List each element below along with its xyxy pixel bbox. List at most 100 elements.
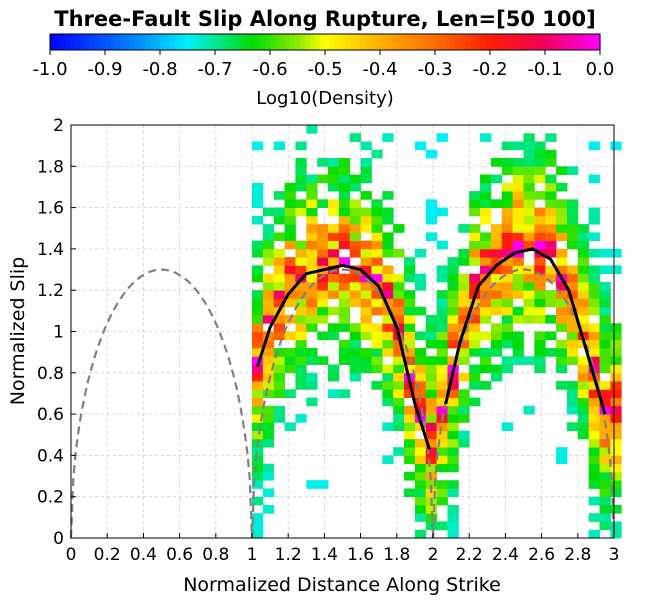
density-cell [393, 273, 405, 283]
density-cell [480, 265, 492, 275]
density-cell [469, 207, 481, 217]
density-cell [599, 438, 611, 448]
density-cell [490, 339, 503, 349]
density-cell [556, 207, 568, 217]
density-cell [501, 141, 514, 151]
density-cell [273, 232, 285, 242]
density-cell [273, 381, 285, 390]
density-cell [317, 158, 329, 167]
density-cell [599, 471, 611, 481]
density-cell [577, 405, 590, 415]
density-cell [371, 265, 383, 275]
density-cell [360, 290, 372, 299]
density-cell [393, 290, 405, 299]
colorbar-segment [140, 34, 146, 50]
density-cell [556, 248, 568, 258]
density-cell [599, 323, 611, 332]
density-cell [425, 463, 438, 473]
density-cell [523, 207, 535, 217]
density-cell [414, 141, 427, 151]
density-cell [610, 397, 622, 407]
density-cell [458, 339, 470, 349]
density-cell [610, 339, 622, 349]
density-cell [447, 356, 459, 365]
density-cell [566, 339, 579, 349]
colorbar-segment [395, 34, 401, 50]
colorbar-segment [200, 34, 206, 50]
colorbar-segment [460, 34, 466, 50]
density-cell [447, 480, 459, 489]
density-cell [382, 422, 394, 432]
density-cell [599, 455, 611, 465]
colorbar-segment [230, 34, 236, 50]
density-cell [436, 521, 448, 531]
density-cell [469, 339, 481, 349]
density-cell [610, 463, 622, 473]
density-cell [523, 273, 535, 283]
density-cell [610, 521, 622, 531]
density-cell [273, 323, 285, 332]
density-cell [545, 158, 557, 167]
density-cell [501, 323, 514, 332]
density-cell [588, 405, 600, 415]
density-cell [501, 339, 514, 349]
colorbar-segment [75, 34, 81, 50]
density-cell [382, 281, 394, 291]
density-cell [349, 199, 361, 208]
density-cell [338, 273, 351, 283]
density-cell [523, 133, 535, 142]
density-cell [273, 298, 285, 308]
colorbar-segment [380, 34, 386, 50]
density-cell [512, 290, 524, 299]
density-cell [599, 389, 611, 398]
density-cell [588, 496, 600, 506]
density-cell [306, 224, 318, 233]
density-cell [360, 331, 372, 341]
density-cell [523, 356, 535, 365]
density-cell [295, 306, 307, 316]
density-cell [512, 232, 524, 242]
density-cell [306, 397, 318, 407]
density-cell [436, 438, 448, 448]
colorbar-segment [540, 34, 546, 50]
density-cell [436, 339, 448, 349]
density-cell [610, 405, 622, 415]
density-cell [371, 232, 383, 242]
density-cell [273, 389, 285, 398]
density-cell [414, 364, 427, 374]
density-cell [599, 281, 611, 291]
density-cell [414, 405, 427, 415]
density-cell [577, 224, 590, 233]
density-cell [512, 240, 524, 250]
density-cell [371, 331, 383, 341]
density-cell [501, 281, 514, 291]
colorbar-segment [90, 34, 96, 50]
density-cell [480, 381, 492, 390]
density-cell [447, 339, 459, 349]
density-cell [545, 199, 557, 208]
density-cell [252, 529, 264, 539]
density-cell [414, 356, 427, 365]
density-cell [382, 240, 394, 250]
density-cell [382, 381, 394, 390]
density-cell [349, 348, 361, 357]
colorbar-segment [550, 34, 556, 50]
density-cell [295, 158, 307, 167]
density-cell [599, 356, 611, 365]
density-cell [317, 298, 329, 308]
density-cell [273, 314, 285, 324]
density-cell [338, 257, 351, 266]
colorbar-segment [275, 34, 281, 50]
density-cell [577, 290, 590, 299]
density-cell [512, 265, 524, 275]
density-cell [306, 290, 318, 299]
density-cell [338, 348, 351, 357]
density-cell [284, 257, 296, 266]
density-cell [523, 199, 535, 208]
density-cell [566, 199, 579, 208]
density-cell [588, 422, 600, 432]
density-cell [349, 207, 361, 217]
density-cell [566, 215, 579, 225]
density-cell [349, 339, 361, 349]
density-cell [425, 339, 438, 349]
